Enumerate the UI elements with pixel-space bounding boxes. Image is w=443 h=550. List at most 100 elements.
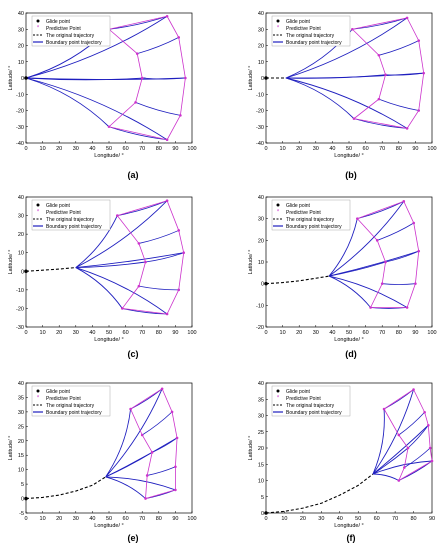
legend-glide-label: Glide point [286, 203, 311, 209]
boundary-trajectory-line [138, 230, 179, 244]
x-tick-label: 10 [40, 146, 46, 152]
boundary-trajectory-line [108, 126, 168, 141]
x-tick-label: 90 [172, 330, 178, 336]
original-trajectory-line [265, 275, 330, 285]
y-tick-label: 0 [21, 269, 24, 275]
predictive-point [170, 410, 174, 414]
x-tick-label: 30 [313, 330, 319, 336]
y-tick-label: 40 [18, 381, 24, 387]
x-tick-label: 0 [264, 146, 267, 152]
boundary-trajectory-line [385, 72, 424, 76]
boundary-trajectory-line [372, 447, 409, 475]
predictive-point [165, 312, 169, 316]
boundary-trajectory-line [285, 17, 408, 79]
x-tick-label: 30 [73, 516, 79, 522]
chart-panel-4: 0 10 20 30 40 50 60 70 80 90 100-20-10010203040Lon… [248, 195, 437, 359]
y-tick-label: 10 [258, 60, 264, 66]
predictive-point [174, 465, 177, 469]
y-axis-label: Latitude/ ° [8, 66, 14, 91]
x-tick-label: 50 [106, 516, 112, 522]
y-tick-label: 20 [18, 44, 24, 50]
x-tick-label: 60 [363, 330, 369, 336]
predictive-point [397, 479, 401, 482]
predictive-point [423, 410, 426, 414]
boundary-trajectory-line [142, 77, 186, 80]
y-tick-label: 25 [18, 424, 24, 430]
x-tick-label: 20 [56, 146, 62, 152]
legend-original-label: The original trajectory [46, 217, 95, 223]
predictive-point [384, 260, 387, 264]
predictive-envelope-side [145, 489, 176, 499]
predictive-point [145, 474, 149, 477]
predictive-point [144, 497, 147, 500]
boundary-trajectory-line [378, 40, 419, 56]
predictive-point [384, 73, 387, 77]
predictive-point [137, 242, 141, 245]
legend-boundary-label: Boundary point trajectory [46, 40, 102, 46]
predictive-envelope-side [108, 15, 168, 30]
y-tick-label: 20 [258, 44, 264, 50]
glide-point [24, 496, 28, 501]
predictive-point [134, 101, 137, 104]
legend-original-label: The original trajectory [286, 217, 335, 223]
y-axis-label: Latitude/ ° [248, 436, 254, 461]
predictive-point [412, 388, 415, 391]
boundary-trajectory-line [75, 252, 184, 269]
x-axis-label: Longitude/ ° [334, 523, 363, 529]
y-tick-label: 10 [258, 479, 264, 485]
x-tick-label: 70 [379, 330, 385, 336]
predictive-point [397, 433, 401, 437]
boundary-trajectory-line [377, 222, 414, 241]
legend-box [31, 199, 111, 231]
x-tick-label: 10 [40, 330, 46, 336]
predictive-point [422, 71, 426, 75]
y-tick-label: -30 [16, 325, 24, 331]
x-tick-label: 100 [187, 516, 196, 522]
boundary-trajectory-line [372, 408, 385, 475]
x-axis-label: Longitude/ ° [94, 523, 123, 529]
x-tick-label: 70 [392, 516, 398, 522]
legend-predictive-marker: * [277, 26, 280, 32]
predictive-envelope-side [398, 460, 433, 481]
boundary-trajectory-line [382, 283, 416, 285]
x-tick-label: 60 [123, 330, 129, 336]
x-tick-label: 60 [123, 516, 129, 522]
boundary-trajectory-line [138, 285, 179, 291]
y-tick-label: 20 [18, 232, 24, 238]
x-tick-label: 30 [73, 330, 79, 336]
y-tick-label: 30 [18, 27, 24, 33]
boundary-trajectory-line [328, 201, 405, 277]
y-tick-label: -20 [16, 109, 24, 115]
y-tick-label: 40 [258, 381, 264, 387]
original-trajectory-line [265, 473, 374, 514]
x-tick-label: 50 [346, 146, 352, 152]
boundary-trajectory-line [352, 17, 408, 30]
y-tick-label: 40 [258, 195, 264, 201]
y-tick-label: 30 [18, 214, 24, 220]
x-tick-label: 80 [396, 330, 402, 336]
predictive-point [430, 459, 434, 463]
x-tick-label: 40 [89, 516, 95, 522]
boundary-trajectory-line [137, 37, 179, 55]
predictive-envelope-side [383, 389, 414, 410]
y-tick-label: 20 [258, 446, 264, 452]
x-tick-label: 40 [89, 146, 95, 152]
predictive-point [402, 200, 406, 203]
panel-label: (b) [345, 170, 357, 180]
predictive-point [165, 14, 169, 18]
legend-box [31, 385, 111, 417]
predictive-point [182, 251, 185, 255]
x-tick-label: 70 [139, 330, 145, 336]
legend-glide-marker [276, 203, 280, 207]
panel-label: (c) [128, 349, 139, 359]
y-tick-label: 15 [258, 462, 264, 468]
y-tick-label: 35 [258, 397, 264, 403]
legend-predictive-label: Predictive Point [286, 396, 321, 402]
y-tick-label: 10 [18, 60, 24, 66]
predictive-envelope-side [122, 308, 168, 315]
x-tick-label: 50 [106, 330, 112, 336]
legend-box [271, 199, 351, 231]
predictive-point [116, 214, 119, 217]
